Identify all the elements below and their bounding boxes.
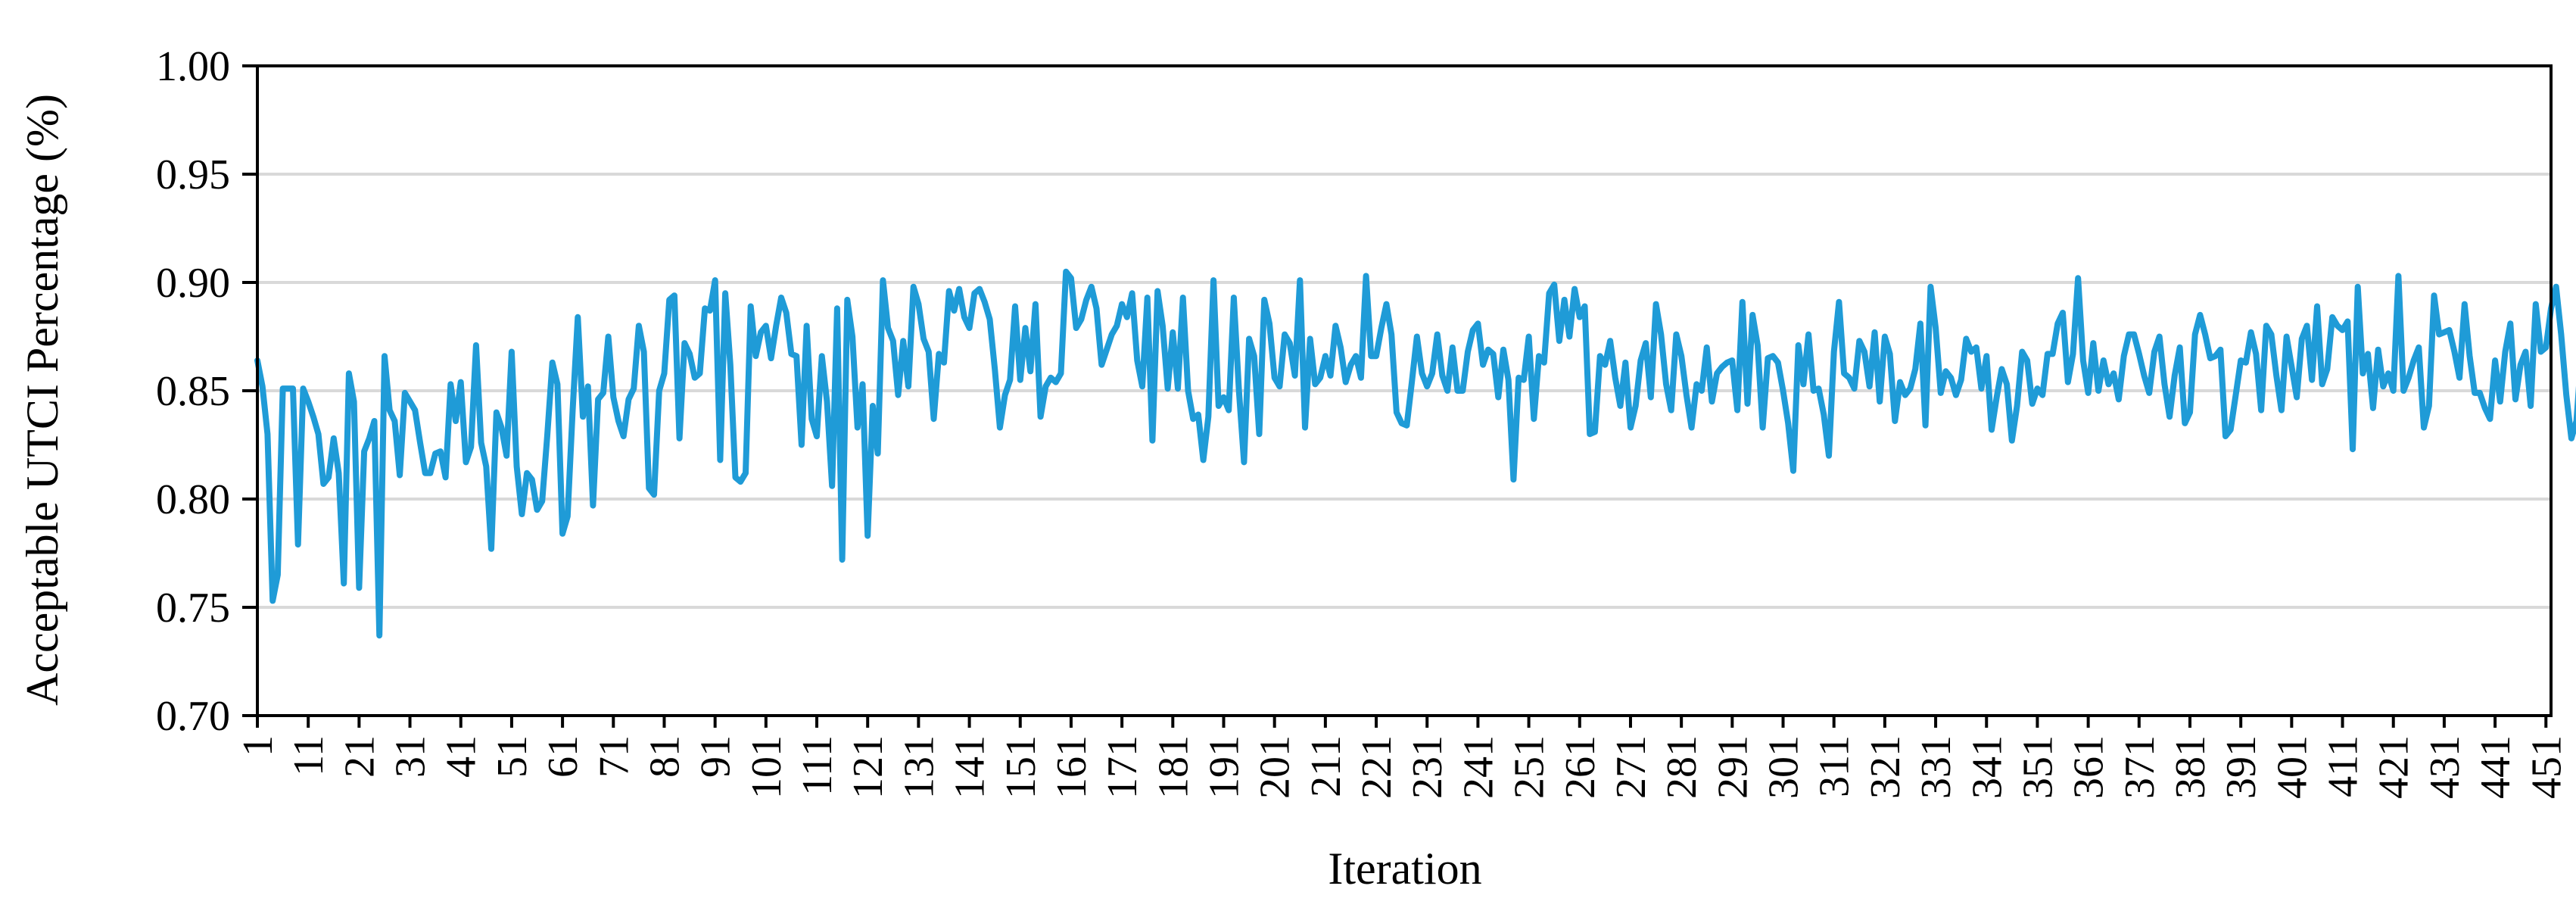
- x-tick-label: 291: [1709, 735, 1756, 799]
- y-tick-label: 0.90: [156, 260, 230, 307]
- y-tick-label: 1.00: [156, 43, 230, 90]
- x-tick-label: 131: [896, 735, 942, 799]
- x-tick-label: 401: [2269, 735, 2316, 799]
- x-tick-label: 181: [1150, 735, 1197, 799]
- x-tick-label: 421: [2371, 735, 2418, 799]
- x-tick-label: 201: [1252, 735, 1299, 799]
- x-tick-label: 241: [1455, 735, 1502, 799]
- x-tick-label: 441: [2472, 735, 2519, 799]
- x-tick-label: 211: [1303, 735, 1350, 797]
- x-tick-label: 51: [489, 735, 536, 778]
- x-tick-label: 151: [998, 735, 1045, 799]
- x-tick-label: 81: [642, 735, 689, 778]
- x-tick-label: 91: [693, 735, 740, 778]
- x-tick-label: 301: [1761, 735, 1808, 799]
- x-tick-label: 141: [947, 735, 994, 799]
- y-tick-labels: 0.70 0.75 0.80 0.85 0.90 0.95 1.00: [156, 43, 257, 740]
- x-tick-label: 411: [2320, 735, 2367, 797]
- x-tick-label: 221: [1353, 735, 1400, 799]
- gridlines: [257, 173, 2551, 609]
- y-tick-label: 0.95: [156, 151, 230, 198]
- x-tick-label: 361: [2066, 735, 2113, 799]
- x-tick-label: 351: [2014, 735, 2061, 799]
- x-tick-label: 321: [1862, 735, 1909, 799]
- x-tick-label: 451: [2523, 735, 2570, 799]
- y-axis-title: Acceptable UTCI Percentage (%): [17, 94, 67, 706]
- y-tick-label: 0.70: [156, 693, 230, 740]
- x-tick-label: 61: [540, 735, 587, 778]
- x-tick-label: 381: [2167, 735, 2214, 799]
- x-tick-label: 311: [1811, 735, 1858, 797]
- series-line-0: [254, 268, 2576, 639]
- x-tick-label: 171: [1099, 735, 1146, 799]
- x-tick-label: 161: [1048, 735, 1095, 799]
- x-tick-label: 1: [235, 735, 282, 756]
- y-tick-label: 0.80: [156, 476, 230, 523]
- x-tick-label: 331: [1913, 735, 1960, 799]
- x-tick-label: 41: [438, 735, 485, 778]
- x-tick-label: 431: [2422, 735, 2469, 799]
- x-tick-label: 341: [1964, 735, 2011, 799]
- x-tick-label: 21: [336, 735, 383, 778]
- x-tick-label: 251: [1506, 735, 1553, 799]
- x-tick-label: 71: [590, 735, 637, 778]
- x-tick-label: 271: [1608, 735, 1655, 799]
- x-tick-label: 281: [1659, 735, 1705, 799]
- x-tick-label: 391: [2218, 735, 2265, 799]
- x-axis-title: Iteration: [1328, 844, 1481, 894]
- x-tick-label: 191: [1201, 735, 1248, 799]
- x-tick-labels: 1 11 21 31 41 51 61 71 81 91 101 111 121 131 141 151 161…: [235, 716, 2570, 799]
- x-tick-label: 111: [794, 735, 841, 796]
- y-tick-label: 0.75: [156, 585, 230, 632]
- x-tick-label: 121: [845, 735, 892, 799]
- y-tick-label: 0.85: [156, 368, 230, 415]
- x-tick-label: 11: [285, 735, 332, 776]
- x-tick-label: 371: [2117, 735, 2163, 799]
- x-tick-label: 101: [743, 735, 790, 799]
- x-tick-label: 261: [1557, 735, 1604, 799]
- x-tick-label: 31: [388, 735, 435, 778]
- series-layer: [254, 268, 2576, 639]
- x-tick-label: 231: [1404, 735, 1451, 799]
